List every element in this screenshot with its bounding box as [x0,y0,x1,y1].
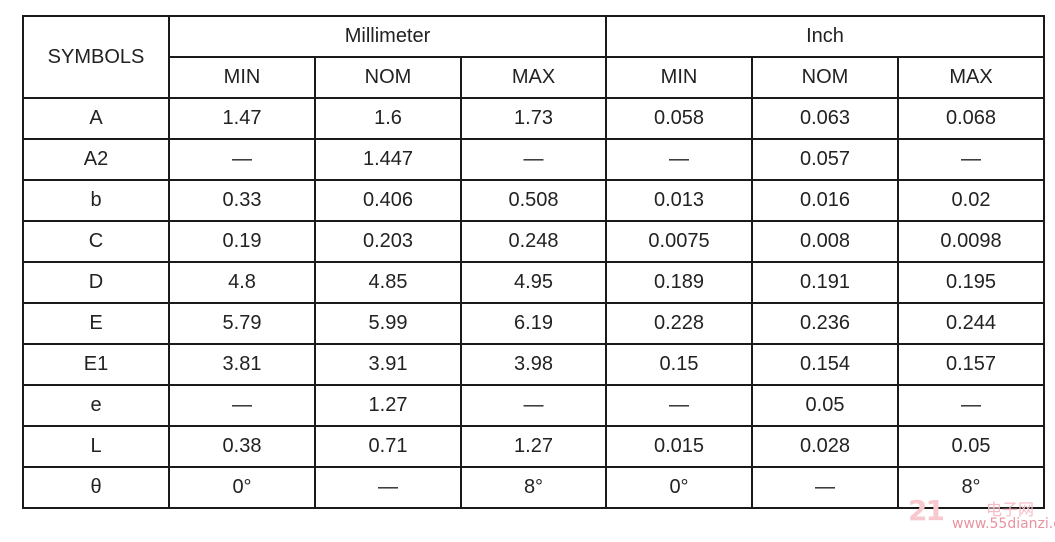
package-dimension-table: SYMBOLS Millimeter Inch MIN NOM MAX MIN … [22,15,1046,509]
mm-max-cell: — [460,138,607,181]
table-row: D 4.8 4.85 4.95 0.189 0.191 0.195 [22,261,1046,304]
inch-nom-header: NOM [751,56,899,99]
mm-max-cell: 8° [460,466,607,509]
table-row: A2—1.447— —0.057— [22,138,1046,181]
mm-nom-cell: 0.203 [314,220,462,263]
mm-min-cell: 0° [168,466,316,509]
mm-min-cell: 0.38 [168,425,316,468]
inch-min-cell: 0.0075 [605,220,753,263]
inch-nom-cell: 0.05 [751,384,899,427]
symbol-cell: E [22,302,170,345]
inch-max-cell: 0.157 [896,343,1046,386]
dimension-table-container: SYMBOLS Millimeter Inch MIN NOM MAX MIN … [22,15,1046,509]
mm-min-cell: 0.19 [168,220,316,263]
inch-max-cell: 0.02 [896,179,1046,222]
inch-min-cell: 0° [605,466,753,509]
mm-nom-cell: — [314,466,462,509]
mm-max-cell: 3.98 [460,343,607,386]
mm-nom-cell: 3.91 [314,343,462,386]
inch-min-cell: 0.013 [605,179,753,222]
inch-nom-cell: 0.191 [751,261,899,304]
mm-max-cell: 6.19 [460,302,607,345]
inch-max-cell: 0.244 [896,302,1046,345]
symbol-cell: D [22,261,170,304]
inch-nom-cell: 0.063 [751,97,899,140]
symbol-cell: θ [22,466,170,509]
mm-min-cell: 4.8 [168,261,316,304]
symbol-cell: E1 [22,343,170,386]
mm-nom-cell: 1.6 [314,97,462,140]
mm-min-cell: 0.33 [168,179,316,222]
header-group-row: SYMBOLS Millimeter Inch [22,15,1046,99]
inch-min-cell: — [605,138,753,181]
inch-group-header: Inch [604,15,1046,58]
mm-nom-cell: 0.406 [314,179,462,222]
inch-min-cell: — [605,384,753,427]
mm-min-cell: — [168,384,316,427]
mm-max-cell: 1.73 [460,97,607,140]
symbol-cell: C [22,220,170,263]
inch-min-cell: 0.15 [605,343,753,386]
table-row: E 5.79 5.99 6.19 0.228 0.236 0.244 [22,302,1046,345]
inch-max-cell: — [896,384,1046,427]
mm-max-header: MAX [460,56,607,99]
mm-min-cell: 3.81 [168,343,316,386]
inch-nom-cell: 0.016 [751,179,899,222]
table-row: θ 0° —8° 0° —8° [22,466,1046,509]
millimeter-group-header: Millimeter [168,15,607,58]
inch-nom-cell: 0.154 [751,343,899,386]
table-row: C 0.19 0.203 0.248 0.0075 0.008 0.0098 [22,220,1046,263]
mm-nom-cell: 5.99 [314,302,462,345]
header-sub-row: MIN NOM MAX MIN NOM MAX [23,56,1046,99]
mm-min-cell: 1.47 [168,97,316,140]
symbol-cell: b [22,179,170,222]
symbols-header: SYMBOLS [22,15,170,99]
table-row: A 1.47 1.6 1.73 0.058 0.063 0.068 [22,97,1046,140]
table-body: A 1.47 1.6 1.73 0.058 0.063 0.068 A2—1.447— —0.0… [22,97,1046,509]
inch-max-cell: — [896,138,1046,181]
table-row: L 0.38 0.71 1.27 0.015 0.028 0.05 [22,425,1046,468]
inch-min-cell: 0.058 [605,97,753,140]
mm-nom-cell: 0.71 [314,425,462,468]
inch-max-cell: 0.068 [896,97,1046,140]
mm-nom-header: NOM [314,56,462,99]
inch-min-cell: 0.189 [605,261,753,304]
mm-min-cell: — [168,138,316,181]
mm-max-cell: 0.248 [460,220,607,263]
symbol-cell: L [22,425,170,468]
symbol-cell: e [22,384,170,427]
mm-max-cell: 4.95 [460,261,607,304]
mm-nom-cell: 1.27 [314,384,462,427]
inch-nom-cell: 0.028 [751,425,899,468]
inch-min-cell: 0.228 [605,302,753,345]
inch-max-cell: 0.0098 [896,220,1046,263]
symbol-cell: A [22,97,170,140]
inch-max-cell: 0.195 [896,261,1046,304]
mm-min-header: MIN [168,56,316,99]
inch-nom-cell: 0.057 [751,138,899,181]
inch-nom-cell: 0.236 [751,302,899,345]
table-header: SYMBOLS Millimeter Inch MIN NOM MAX MIN … [22,15,1046,99]
inch-max-cell: 8° [896,466,1046,509]
mm-nom-cell: 4.85 [314,261,462,304]
mm-nom-cell: 1.447 [314,138,462,181]
inch-min-cell: 0.015 [605,425,753,468]
table-row: E1 3.81 3.91 3.98 0.15 0.154 0.157 [22,343,1046,386]
mm-max-cell: 1.27 [460,425,607,468]
table-row: e —1.27— —0.05— [22,384,1046,427]
inch-nom-cell: 0.008 [751,220,899,263]
symbol-cell: A2 [22,138,170,181]
inch-max-cell: 0.05 [896,425,1046,468]
mm-max-cell: — [460,384,607,427]
mm-max-cell: 0.508 [460,179,607,222]
watermark-url: www.55dianzi.com [952,516,1055,532]
inch-min-header: MIN [605,56,753,99]
table-row: b 0.33 0.406 0.508 0.013 0.016 0.02 [22,179,1046,222]
inch-max-header: MAX [896,56,1046,99]
inch-nom-cell: — [751,466,899,509]
mm-min-cell: 5.79 [168,302,316,345]
